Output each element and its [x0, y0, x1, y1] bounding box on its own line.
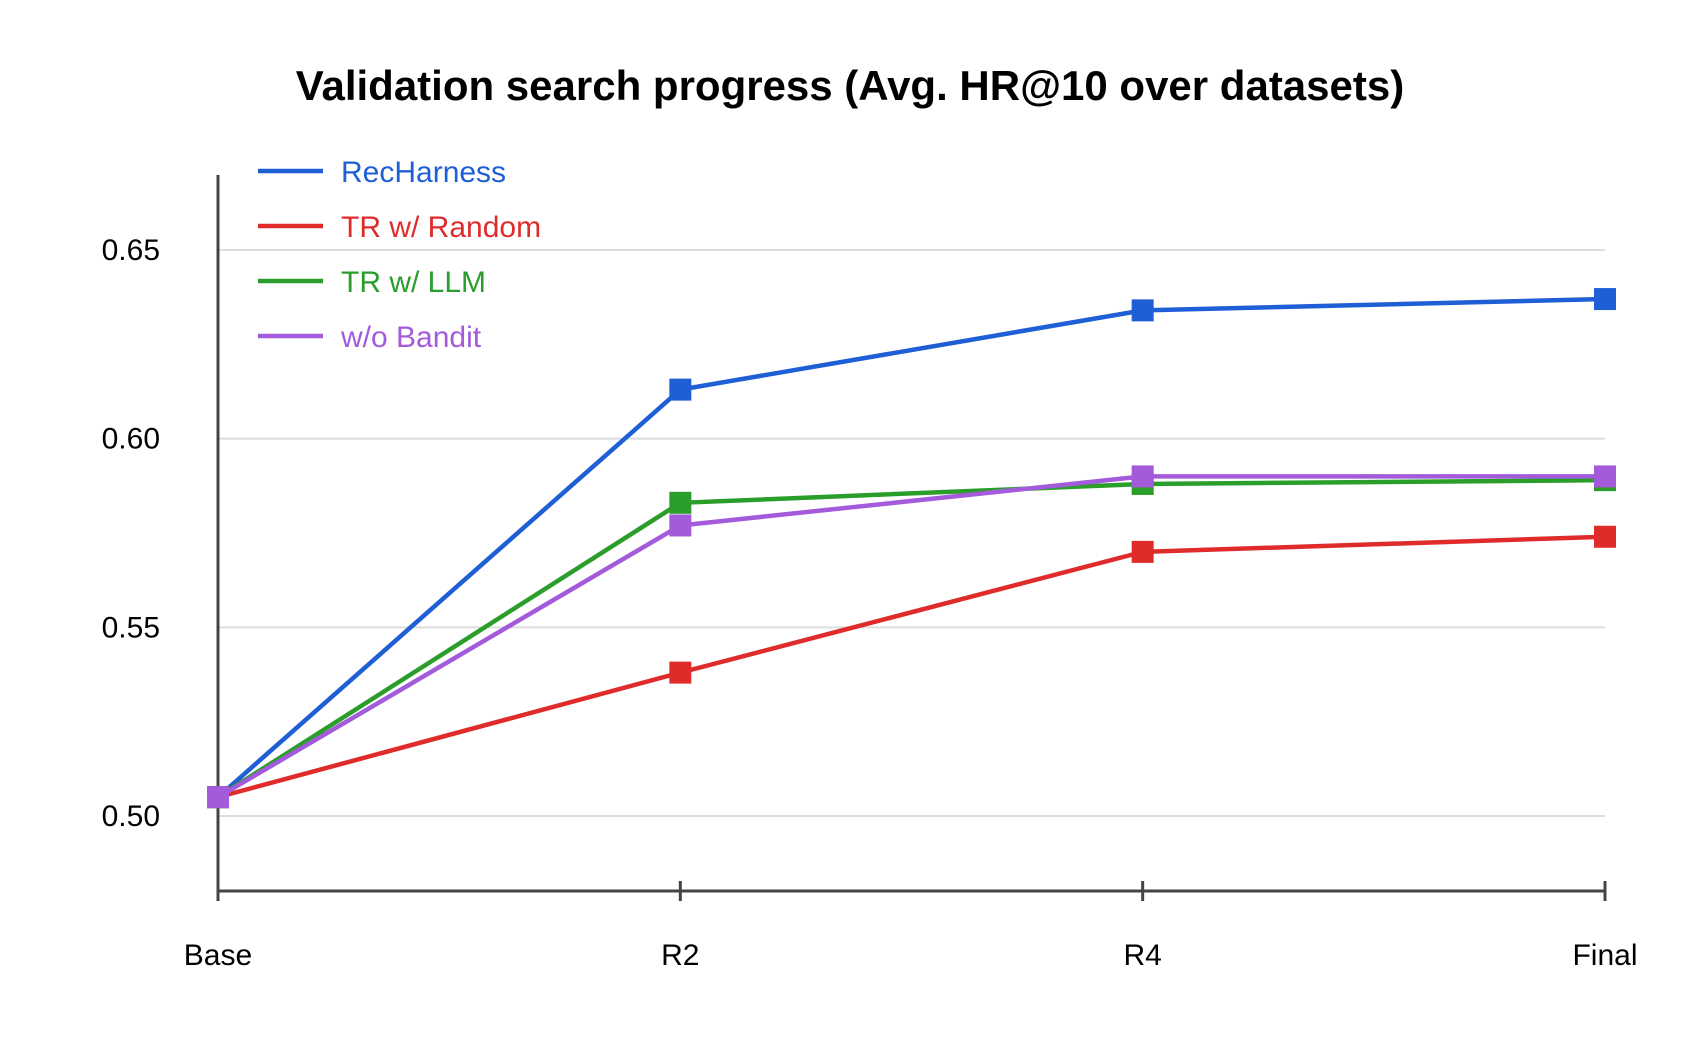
legend-label: RecHarness: [341, 156, 506, 189]
y-tick-label: 0.65: [102, 234, 160, 267]
x-tick-label: Final: [1572, 939, 1637, 972]
legend-item: TR w/ LLM: [258, 266, 486, 299]
x-tick-label: R4: [1123, 939, 1161, 972]
series-layer: [207, 288, 1616, 809]
axes: 0.50 0.55 0.60 0.65 Base R2 R4 Final: [102, 175, 1638, 972]
legend-item: TR w/ Random: [258, 211, 541, 244]
data-point: [1131, 299, 1154, 322]
y-tick-label: 0.55: [102, 611, 160, 644]
series-recharness: [207, 288, 1616, 809]
data-point: [1594, 465, 1616, 488]
x-tick-label: R2: [661, 939, 699, 972]
data-point: [669, 661, 692, 684]
data-point: [207, 786, 229, 809]
data-point: [1131, 540, 1154, 563]
y-tick-label: 0.60: [102, 423, 160, 456]
series-w-o-bandit: [207, 465, 1616, 809]
series-line: [217, 534, 1606, 800]
data-point: [669, 378, 692, 401]
data-point: [1594, 288, 1616, 311]
legend: RecHarness TR w/ Random TR w/ LLM w/o Bandi…: [258, 156, 541, 354]
data-point: [669, 491, 692, 514]
y-tick-label: 0.50: [102, 800, 160, 833]
series-line: [216, 477, 1606, 800]
chart-title: Validation search progress (Avg. HR@10 o…: [296, 62, 1404, 109]
series-line: [216, 296, 1606, 799]
legend-label: TR w/ LLM: [341, 266, 486, 299]
series-tr-w-llm: [207, 469, 1616, 809]
data-point: [1594, 525, 1616, 548]
grid-layer: [218, 249, 1605, 817]
legend-item: RecHarness: [258, 156, 506, 189]
legend-label: w/o Bandit: [340, 321, 482, 354]
data-point: [669, 514, 692, 537]
legend-label: TR w/ Random: [341, 211, 541, 244]
x-tick-label: Base: [184, 939, 252, 972]
data-point: [1131, 465, 1154, 488]
series-line: [216, 474, 1605, 800]
legend-item: w/o Bandit: [258, 321, 482, 354]
